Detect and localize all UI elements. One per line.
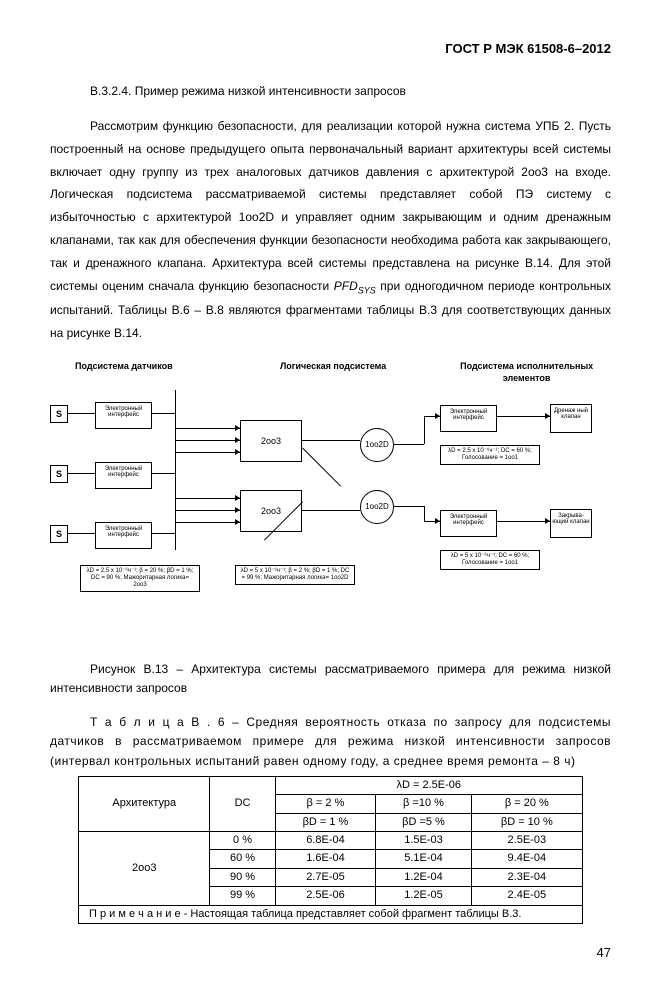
logic-box-1: 2oo3 — [240, 420, 302, 462]
figure-caption: Рисунок В.13 – Архитектура системы рассм… — [50, 660, 611, 698]
interface-box-1: Электронный интерфейс — [95, 402, 152, 429]
th-b3: β = 20 % — [471, 795, 582, 813]
th-dc: DC — [210, 776, 275, 831]
td-dc-3: 99 % — [210, 887, 275, 905]
td-v-0-1: 1.5E-03 — [376, 831, 471, 849]
td-dc-0: 0 % — [210, 831, 275, 849]
table-caption: Т а б л и ц а В . 6 – Средняя вероятност… — [50, 713, 611, 771]
vote-circle-2: 1oo2D — [360, 490, 394, 524]
th-arch: Архитектура — [79, 776, 210, 831]
pfd-symbol: PFD — [334, 279, 358, 293]
output-params-2: λD = 5 x 10⁻⁶ч⁻¹; DC = 60 %; Голосование… — [440, 550, 540, 570]
output-params-1: λD = 2.5 x 10⁻⁶ч⁻¹; DC = 60 %; Голосован… — [440, 445, 540, 465]
td-v-3-1: 1.2E-05 — [376, 887, 471, 905]
th-lambda: λD = 2.5E-06 — [275, 776, 582, 794]
paragraph-text-1: Рассмотрим функцию безопасности, для реа… — [50, 119, 611, 293]
valve-shut: Закрыва- ющий клапан — [550, 509, 592, 538]
logic-params: λD = 5 x 10⁻⁶ч⁻¹; β = 2 %; βD = 1 %; DC … — [235, 565, 355, 585]
th-b1: β = 2 % — [275, 795, 376, 813]
td-v-0-0: 6.8E-04 — [275, 831, 376, 849]
diagram-header-logic: Логическая подсистема — [224, 360, 442, 385]
td-dc-2: 90 % — [210, 868, 275, 886]
output-interface-2: Электронный интерфейс — [440, 510, 497, 537]
interface-box-2: Электронный интерфейс — [95, 462, 152, 489]
td-arch: 2oo3 — [79, 831, 210, 905]
architecture-diagram: Подсистема датчиков Логическая подсистем… — [50, 355, 611, 645]
sensor-s2: S — [50, 465, 68, 483]
table-note: П р и м е ч а н и е - Настоящая таблица … — [79, 905, 583, 923]
td-v-3-0: 2.5E-06 — [275, 887, 376, 905]
sensor-params: λD = 2.5 x 10⁻⁶ч⁻¹; β = 20 %; βD = 1 %; … — [80, 565, 200, 593]
output-interface-1: Электронный интерфейс — [440, 405, 497, 432]
td-v-1-0: 1.6E-04 — [275, 850, 376, 868]
diagram-header-actuators: Подсистема исполнительных элементов — [442, 360, 611, 385]
td-v-2-2: 2.3E-04 — [471, 868, 582, 886]
sensor-s1: S — [50, 405, 68, 423]
td-v-2-1: 1.2E-04 — [376, 868, 471, 886]
th-b2: β =10 % — [376, 795, 471, 813]
interface-box-3: Электронный интерфейс — [95, 522, 152, 549]
th-bd1: βD = 1 % — [275, 813, 376, 831]
section-title: В.3.2.4. Пример режима низкой интенсивно… — [50, 83, 611, 100]
td-v-3-2: 2.4E-05 — [471, 887, 582, 905]
sensor-s3: S — [50, 525, 68, 543]
doc-header: ГОСТ Р МЭК 61508-6–2012 — [50, 40, 611, 58]
probability-table: Архитектура DC λD = 2.5E-06 β = 2 % β =1… — [78, 776, 583, 924]
th-bd2: βD =5 % — [376, 813, 471, 831]
main-paragraph: Рассмотрим функцию безопасности, для реа… — [50, 115, 611, 345]
td-v-0-2: 2.5E-03 — [471, 831, 582, 849]
pfd-subscript: SYS — [358, 285, 376, 295]
td-v-1-2: 9.4E-04 — [471, 850, 582, 868]
td-v-2-0: 2.7E-05 — [275, 868, 376, 886]
page-number: 47 — [50, 944, 611, 962]
diagram-header-sensors: Подсистема датчиков — [50, 360, 224, 385]
valve-drain: Дренаж ный клапан — [550, 404, 592, 433]
td-v-1-1: 5.1E-04 — [376, 850, 471, 868]
td-dc-1: 60 % — [210, 850, 275, 868]
th-bd3: βD = 10 % — [471, 813, 582, 831]
vote-circle-1: 1oo2D — [360, 428, 394, 462]
